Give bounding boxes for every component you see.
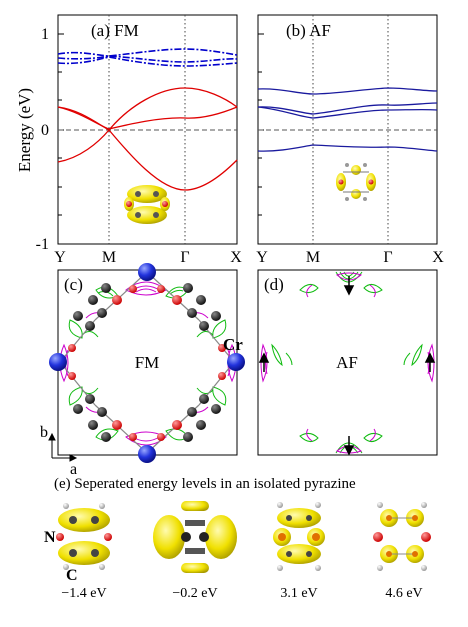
panel-c-center-label: FM bbox=[135, 353, 160, 372]
panel-c-atoms bbox=[49, 263, 245, 463]
cr-atom-right bbox=[227, 353, 245, 371]
panel-a-xtick-G: Γ bbox=[180, 249, 189, 266]
panel-d-spin-arrows bbox=[258, 276, 436, 456]
band-red-3 bbox=[57, 128, 238, 191]
panel-e-level-3: 3.1 eV bbox=[280, 586, 317, 601]
panel-c-axes-indicator bbox=[48, 432, 78, 462]
band-red-2 bbox=[57, 106, 238, 130]
band-blue-1 bbox=[57, 48, 238, 57]
panel-a-xtick-M: M bbox=[102, 249, 116, 266]
panel-a-label: (a) FM bbox=[91, 21, 139, 40]
panel-a-tick-marks bbox=[58, 33, 64, 216]
cr-atom-left bbox=[49, 353, 67, 371]
band-blue-3 bbox=[57, 55, 238, 63]
band-red-1 bbox=[57, 87, 238, 131]
band-b-1 bbox=[257, 87, 438, 95]
panel-e-orbital-4 bbox=[373, 502, 431, 571]
panel-d-frame bbox=[257, 269, 438, 456]
panel-b-xtick-X: X bbox=[432, 249, 444, 266]
panel-a-ytick-0: 0 bbox=[41, 122, 49, 139]
band-b-4 bbox=[257, 144, 438, 152]
band-b-2 bbox=[257, 102, 438, 115]
panel-a-ylabel: Energy (eV) bbox=[15, 88, 34, 172]
band-blue-2 bbox=[57, 56, 238, 67]
band-b-3 bbox=[257, 106, 438, 119]
panel-e-title: (e) Seperated energy levels in an isolat… bbox=[54, 476, 356, 492]
panel-e-atom-N: N bbox=[44, 529, 56, 546]
panel-b-xtick-M: M bbox=[306, 249, 320, 266]
panel-e-atom-C: C bbox=[66, 567, 78, 584]
panel-a-ytick-1: 1 bbox=[41, 26, 49, 43]
panel-a-xtick-X: X bbox=[230, 249, 242, 266]
panel-e-level-1: −1.4 eV bbox=[61, 586, 106, 601]
panel-a-xtick-Y: Y bbox=[54, 249, 66, 266]
panel-c-axis-b: b bbox=[40, 424, 48, 441]
panel-e-orbital-1 bbox=[56, 503, 112, 570]
panel-a-orbital-inset bbox=[124, 185, 170, 224]
panel-a-ytick-m1: -1 bbox=[36, 236, 49, 253]
panel-e-level-2: −0.2 eV bbox=[172, 586, 217, 601]
cr-atom-bottom bbox=[138, 445, 156, 463]
panel-e-level-4: 4.6 eV bbox=[385, 586, 422, 601]
panel-b-orbital-inset bbox=[336, 163, 376, 201]
panel-b-label: (b) AF bbox=[286, 21, 331, 40]
panel-b-bands bbox=[257, 87, 438, 152]
panel-c-axis-a: a bbox=[70, 461, 77, 478]
panel-b-xtick-G: Γ bbox=[383, 249, 392, 266]
panel-b-tick-marks bbox=[258, 33, 264, 216]
panel-a-minority-bands bbox=[57, 48, 238, 67]
panel-c-label: (c) bbox=[64, 275, 83, 294]
panel-e-orbital-3 bbox=[273, 502, 325, 571]
cr-atom-top bbox=[138, 263, 156, 281]
panel-d-label: (d) bbox=[264, 275, 284, 294]
panel-a-majority-bands bbox=[57, 87, 238, 191]
panel-b-xtick-Y: Y bbox=[256, 249, 268, 266]
panel-c-cr-label: Cr bbox=[223, 335, 243, 354]
panel-d-center-label: AF bbox=[336, 353, 358, 372]
panel-e-orbital-2 bbox=[153, 501, 237, 573]
